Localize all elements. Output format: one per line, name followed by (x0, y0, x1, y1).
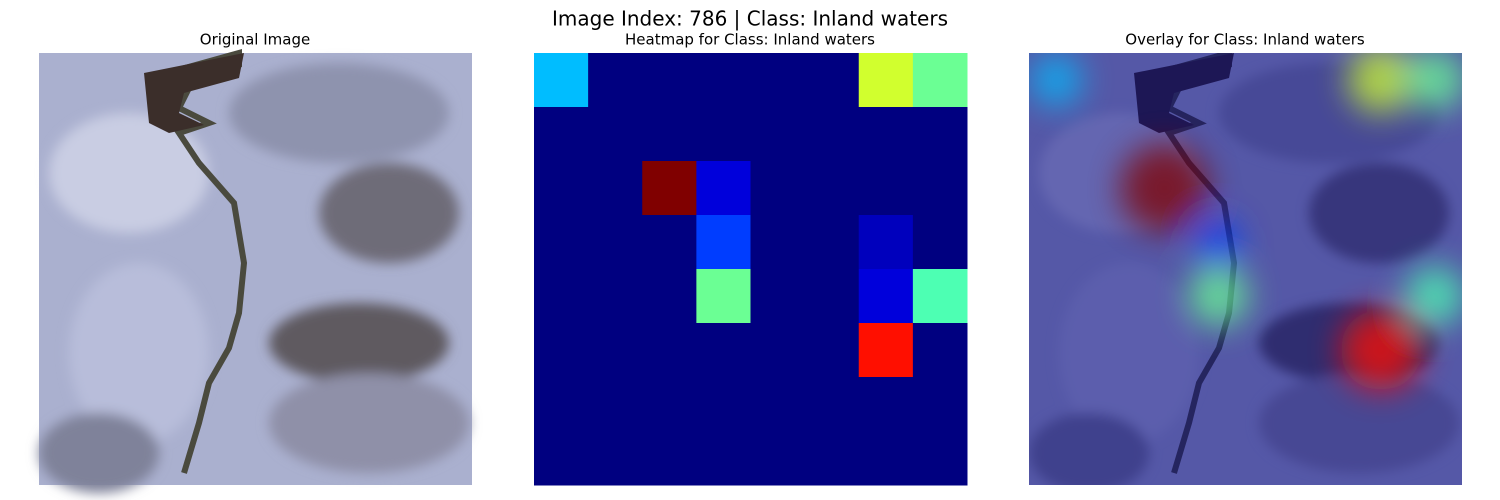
heatmap-cell (696, 269, 751, 324)
heatmap-cell (588, 215, 643, 270)
heatmap-cell (804, 323, 860, 378)
heatmap-cell (858, 431, 914, 486)
heatmap-cell (642, 107, 697, 162)
heatmap-cell (858, 215, 914, 270)
overlay-blob (1187, 265, 1249, 327)
heatmap-cell (696, 215, 751, 270)
heatmap-cell (642, 53, 697, 108)
heatmap-cell (696, 431, 751, 486)
heatmap-cell (534, 53, 589, 108)
heatmap-cell (804, 269, 860, 324)
heatmap-cell (912, 323, 968, 378)
heatmap-cell (696, 53, 751, 108)
overlay-blob (1340, 309, 1422, 391)
heatmap-cell (588, 269, 643, 324)
heatmap-cell (534, 323, 589, 378)
heatmap-cell (588, 377, 643, 432)
heatmap-cell (912, 215, 968, 270)
heatmap-cell (642, 215, 697, 270)
overlay-image (1029, 53, 1462, 485)
heatmap-cell (804, 215, 860, 270)
overlay-blob (1120, 144, 1209, 232)
heatmap-cell (750, 107, 806, 162)
heatmap-cell (858, 161, 914, 216)
heatmap-cell (912, 431, 968, 486)
overlay-tint (1029, 53, 1462, 485)
heatmap-cell (912, 53, 968, 108)
heatmap-cell (696, 161, 751, 216)
heatmap-cell (804, 107, 860, 162)
overlay-blob (1030, 53, 1083, 107)
overlay-blob (1347, 53, 1414, 114)
heatmap-cell (750, 215, 806, 270)
overlay-blob (1405, 266, 1462, 326)
heatmap-cell (804, 161, 860, 216)
heatmap-cell (534, 161, 589, 216)
heatmap-cell (858, 323, 914, 378)
heatmap-cell (534, 107, 589, 162)
heatmap-cell (642, 431, 697, 486)
heatmap-cell (750, 431, 806, 486)
panel-title: Heatmap for Class: Inland waters (625, 31, 875, 49)
figure-title: Image Index: 786 | Class: Inland waters (552, 7, 948, 31)
heatmap-cell (912, 107, 968, 162)
heatmap-cell (696, 323, 751, 378)
heatmap-cell (804, 53, 860, 108)
heatmap (534, 53, 968, 486)
heatmap-cell (804, 431, 860, 486)
heatmap-cell (750, 323, 806, 378)
original-image (39, 53, 472, 493)
heatmap-cell (858, 377, 914, 432)
heatmap-cell (804, 377, 860, 432)
heatmap-cell (588, 323, 643, 378)
heatmap-cell (750, 161, 806, 216)
heatmap-cell (912, 269, 968, 324)
heatmap-cell (642, 269, 697, 324)
heatmap-cell (642, 377, 697, 432)
heatmap-cell (912, 161, 968, 216)
panel-title: Original Image (200, 31, 310, 49)
heatmap-cell (534, 377, 589, 432)
heatmap-cell (588, 161, 643, 216)
panel-title: Overlay for Class: Inland waters (1125, 31, 1365, 49)
heatmap-cell (534, 269, 589, 324)
overlay-blob (1404, 53, 1462, 111)
overlay-blob (1195, 219, 1242, 265)
heatmap-cell (642, 323, 697, 378)
heatmap-cell (696, 107, 751, 162)
heatmap-cell (588, 107, 643, 162)
heatmap-cell (696, 377, 751, 432)
heatmap-cell (858, 53, 914, 108)
heatmap-cell (642, 161, 697, 216)
heatmap-cell (858, 269, 914, 324)
heatmap-cell (588, 431, 643, 486)
heatmap-cell (912, 377, 968, 432)
heatmap-cell (534, 431, 589, 486)
heatmap-cell (534, 215, 589, 270)
heatmap-cell (750, 53, 806, 108)
heatmap-cell (750, 269, 806, 324)
heatmap-cell (750, 377, 806, 432)
heatmap-cell (588, 53, 643, 108)
heatmap-cell (858, 107, 914, 162)
